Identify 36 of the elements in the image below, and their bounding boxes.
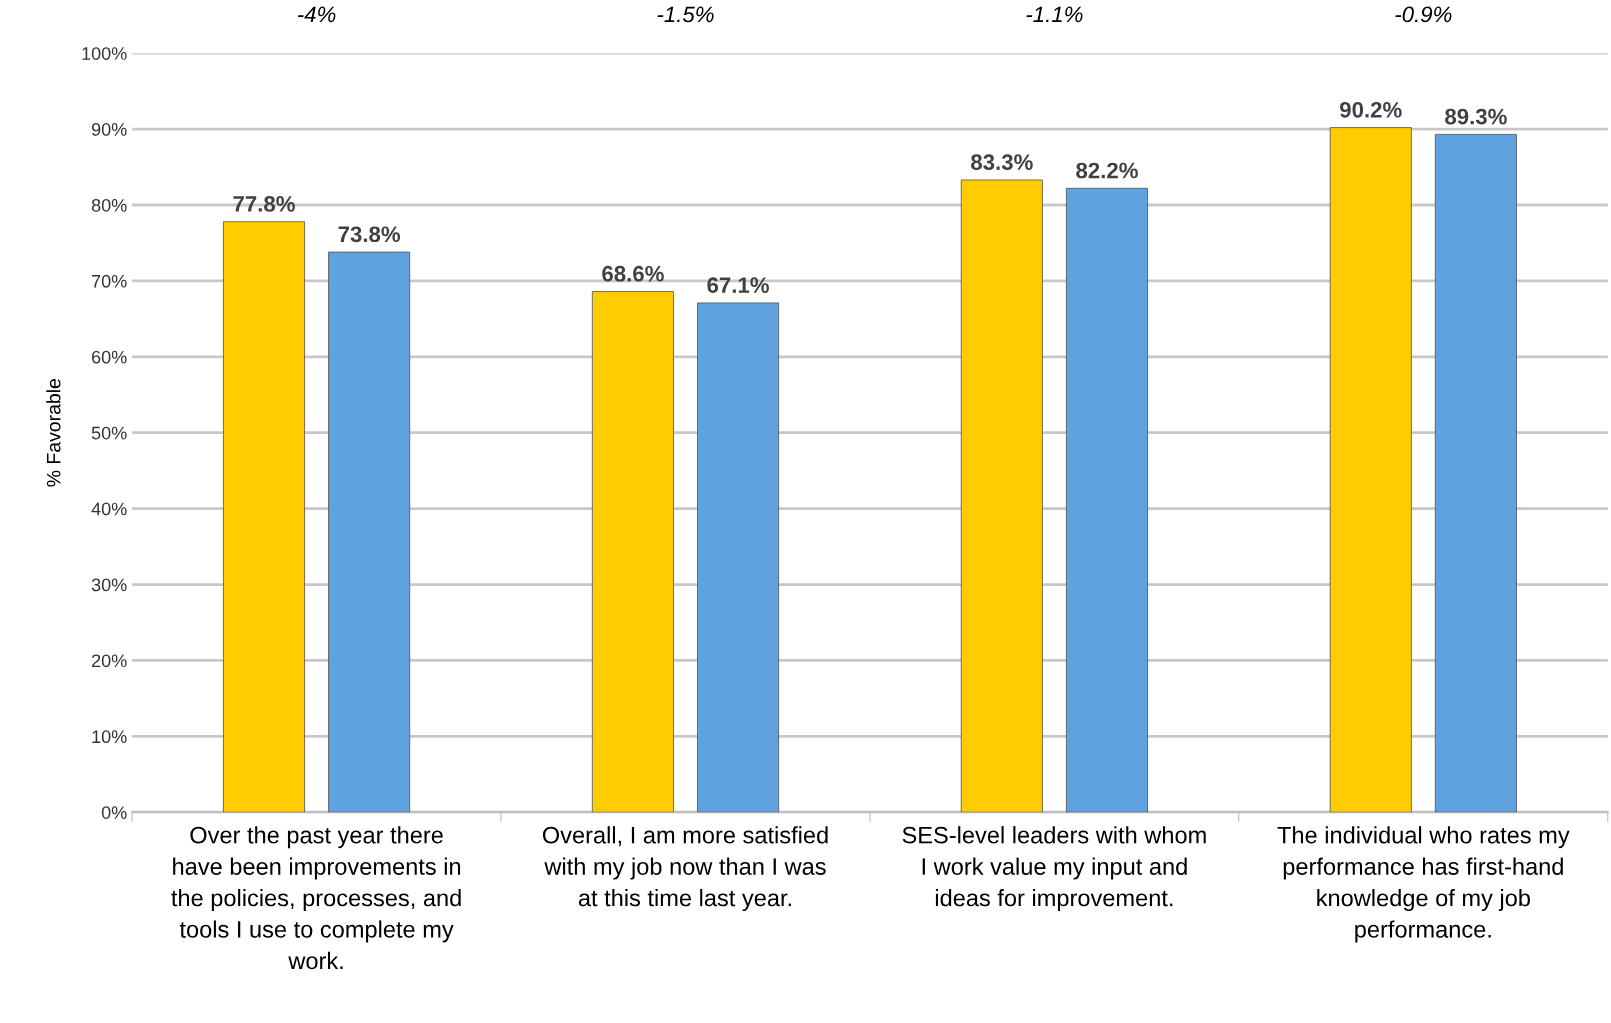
data-label: 67.1% — [707, 277, 769, 293]
data-label: 68.6% — [602, 265, 664, 282]
data-label: 89.3% — [1445, 108, 1507, 125]
y-tick-label: 90% — [91, 123, 127, 136]
y-tick-label: 60% — [92, 350, 127, 364]
text: -0.9% — [1395, 6, 1452, 23]
y-tick-label: 10% — [92, 730, 127, 744]
x-tick-label: SES-level leaders with whom I work value my input and ideas for improvement. — [902, 826, 1206, 911]
y-tick-label: 20% — [92, 654, 127, 668]
bar — [328, 251, 411, 813]
data-label: 77.8% — [233, 196, 295, 212]
y-tick-label: 100% — [82, 47, 127, 60]
y-tick-label: 40% — [91, 502, 127, 516]
y-tick-label: 80% — [91, 198, 127, 212]
x-tick-label: Over the past year there have been improvements in the policies, processes, and tools I use to complete my work. — [171, 826, 461, 970]
text: -1.1% — [1026, 6, 1083, 23]
data-label: 90.2% — [1340, 101, 1402, 118]
text: -4% — [297, 6, 336, 23]
data-label: 73.8% — [338, 226, 401, 243]
bar — [960, 179, 1043, 813]
bar — [222, 221, 305, 813]
data-label: 83.3% — [971, 154, 1033, 171]
bar — [1434, 134, 1517, 813]
bar — [1329, 127, 1412, 813]
x-tick-label: The individual who rates my performance has first-hand knowledge of my job performance. — [1277, 826, 1570, 943]
y-tick-label: 50% — [91, 426, 127, 440]
y-tick-label: 0% — [101, 806, 127, 819]
y-tick-label: 30% — [91, 578, 127, 592]
bar — [1065, 187, 1148, 813]
x-tick-label: Overall, I am more satisfied with my job now than I was at this time last year. — [542, 826, 828, 911]
text: -1.5% — [657, 6, 714, 23]
y-axis-title: % Favorable — [46, 379, 61, 487]
y-tick-label: 70% — [92, 274, 127, 288]
data-label: 82.2% — [1076, 162, 1138, 179]
bar — [591, 291, 674, 813]
bar — [697, 302, 780, 813]
